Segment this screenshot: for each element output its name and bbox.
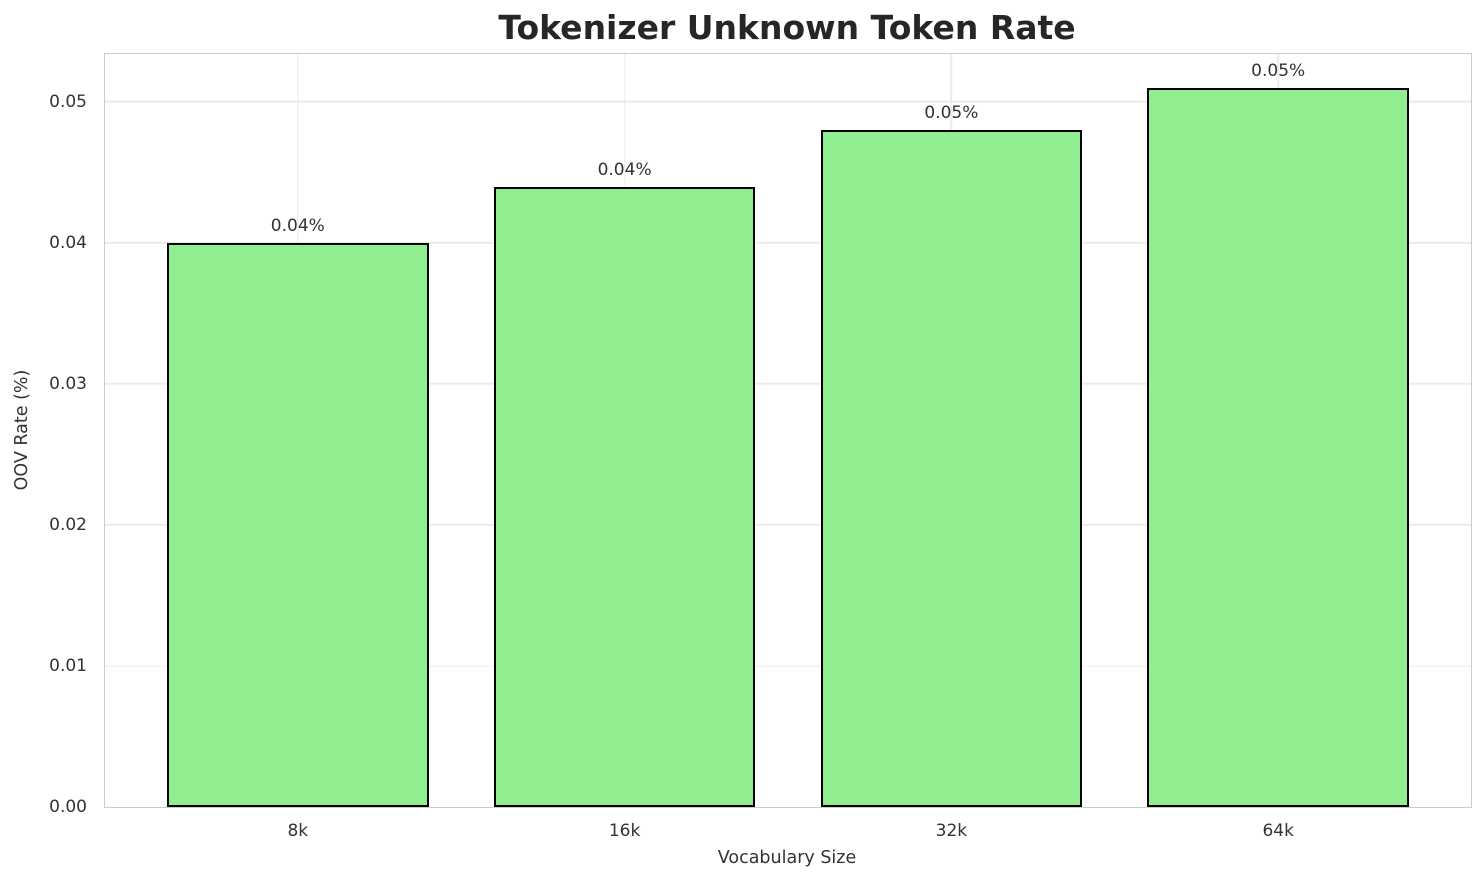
chart-title: Tokenizer Unknown Token Rate xyxy=(498,8,1076,47)
x-tick-label: 8k xyxy=(287,821,309,841)
x-tick-label: 64k xyxy=(1262,821,1294,841)
y-gridline xyxy=(105,242,1471,244)
y-tick-label: 0.03 xyxy=(49,373,87,394)
y-tick-label: 0.00 xyxy=(49,797,87,817)
y-tick-label: 0.04 xyxy=(49,232,87,253)
y-axis-label: OOV Rate (%) xyxy=(12,369,32,491)
bar-value-label: 0.05% xyxy=(924,103,979,124)
y-tick-label: 0.01 xyxy=(49,656,87,676)
y-gridline xyxy=(105,665,1471,667)
x-axis-label: Vocabulary Size xyxy=(717,848,857,868)
bar-value-label: 0.04% xyxy=(597,159,652,180)
y-tick-label: 0.05 xyxy=(49,91,87,112)
bar-value-label: 0.04% xyxy=(270,215,325,236)
x-tick-label: 16k xyxy=(608,821,641,841)
y-gridline xyxy=(105,524,1471,526)
plot-area: 0.00 0.01 0.02 0.03 0.04 0.05 0.04% 8k 0.04% 16k 0… xyxy=(49,53,1472,841)
y-gridline xyxy=(105,101,1471,103)
bar-8k xyxy=(167,242,429,807)
y-tick-label: 0.02 xyxy=(49,514,87,535)
bar-value-label: 0.05% xyxy=(1251,60,1306,81)
x-tick-label: 32k xyxy=(935,821,968,841)
bar-32k xyxy=(820,130,1083,807)
y-gridline xyxy=(105,383,1471,385)
bar-64k xyxy=(1147,87,1409,807)
bar-16k xyxy=(493,186,756,807)
